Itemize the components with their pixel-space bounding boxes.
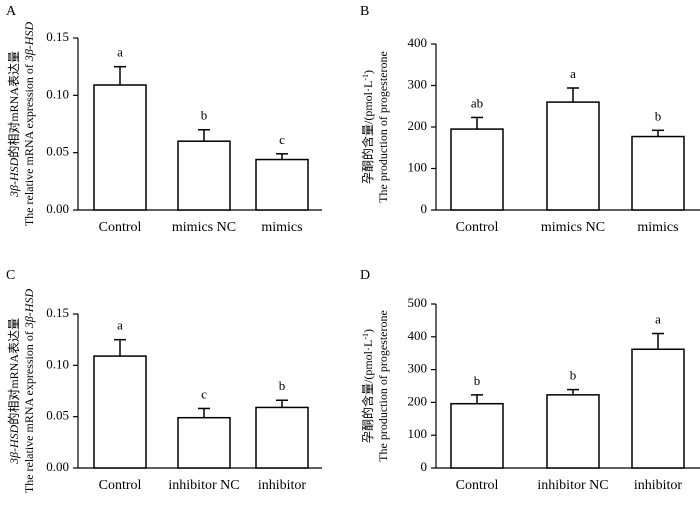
significance-label: a: [655, 312, 661, 327]
y-tick-label: 0: [421, 201, 428, 216]
bar-mimics-nc: [177, 140, 231, 211]
bar-control: [450, 128, 504, 211]
y-axis-label-line-2: The production of progesterone: [376, 51, 390, 203]
panel-B: B 0 100 200 300 400 ab Control a mimics NC b mimics…: [360, 4, 700, 235]
y-tick-label: 0: [421, 459, 428, 474]
bar-control: [450, 402, 504, 469]
significance-label: a: [570, 66, 576, 81]
bar-control: [93, 84, 147, 211]
y-tick-label: 0.10: [46, 86, 69, 101]
bar-control: [93, 355, 147, 469]
y-tick-label: 500: [408, 295, 428, 310]
x-category-label: Control: [99, 478, 142, 493]
x-category-label: mimics NC: [541, 220, 605, 235]
bar-mimics: [255, 158, 309, 211]
y-tick-label: 300: [408, 76, 428, 91]
y-tick-label: 100: [408, 159, 428, 174]
x-category-label: mimics NC: [172, 220, 236, 235]
significance-label: a: [117, 318, 123, 333]
bar-mimics-nc: [546, 101, 600, 211]
bar-inhibitor: [631, 348, 685, 469]
y-tick-label: 0.05: [46, 144, 69, 159]
y-axis-label-line-1: 孕酮的含量/(pmol·L-1): [360, 70, 375, 184]
y-tick-label: 0.10: [46, 356, 69, 371]
x-category-label: mimics: [261, 220, 302, 235]
bar-inhibitor-nc: [546, 394, 600, 469]
y-tick-label: 0.15: [46, 29, 69, 44]
significance-label: b: [474, 373, 481, 388]
x-category-label: inhibitor NC: [168, 478, 239, 493]
x-category-label: Control: [456, 478, 499, 493]
y-tick-label: 300: [408, 361, 428, 376]
y-tick-label: 0.00: [46, 201, 69, 216]
y-tick-label: 200: [408, 118, 428, 133]
bar-inhibitor: [255, 406, 309, 469]
y-tick-label: 0.05: [46, 408, 69, 423]
significance-label: a: [117, 45, 123, 60]
significance-label: b: [201, 108, 208, 123]
bar-inhibitor-nc: [177, 416, 231, 469]
y-tick-label: 200: [408, 393, 428, 408]
y-tick-label: 400: [408, 328, 428, 343]
panel-label: D: [360, 268, 370, 283]
x-category-label: inhibitor NC: [537, 478, 608, 493]
y-axis-label-line-2: The relative mRNA expression of 3β-HSD: [22, 289, 36, 494]
x-category-label: inhibitor: [258, 478, 307, 493]
y-tick-label: 100: [408, 426, 428, 441]
y-axis-label-line-2: The production of progesterone: [376, 310, 390, 462]
panel-D: D 0 100 200 300 400 500 b Control b inhibitor NC a i…: [360, 268, 700, 493]
panel-label: A: [6, 4, 17, 19]
y-axis-label-line-1: 3β-HSD的相对mRNA表达量: [6, 51, 21, 198]
y-tick-label: 0.15: [46, 305, 69, 320]
panel-C: C 0.00 0.05 0.10 0.15 a Control c inhibitor NC b i…: [6, 268, 322, 493]
significance-label: c: [201, 386, 207, 401]
panel-label: B: [360, 4, 369, 19]
bar-mimics: [631, 135, 685, 211]
significance-label: b: [279, 378, 286, 393]
x-category-label: Control: [456, 220, 499, 235]
panel-label: C: [6, 268, 15, 283]
significance-label: c: [279, 132, 285, 147]
y-axis-label-line-1: 孕酮的含量/(pmol·L-1): [360, 329, 375, 443]
x-category-label: Control: [99, 220, 142, 235]
y-axis-label-line-2: The relative mRNA expression of 3β-HSD: [22, 22, 36, 227]
x-category-label: mimics: [637, 220, 678, 235]
y-tick-label: 0.00: [46, 459, 69, 474]
significance-label: ab: [471, 95, 483, 110]
x-category-label: inhibitor: [634, 478, 683, 493]
y-tick-label: 400: [408, 35, 428, 50]
significance-label: b: [655, 108, 662, 123]
panel-A: A 0.00 0.05 0.10 0.15 a Control b mimics NC c mimi…: [6, 4, 322, 235]
y-axis-label-line-1: 3β-HSD的相对mRNA表达量: [6, 318, 21, 465]
significance-label: b: [570, 368, 577, 383]
